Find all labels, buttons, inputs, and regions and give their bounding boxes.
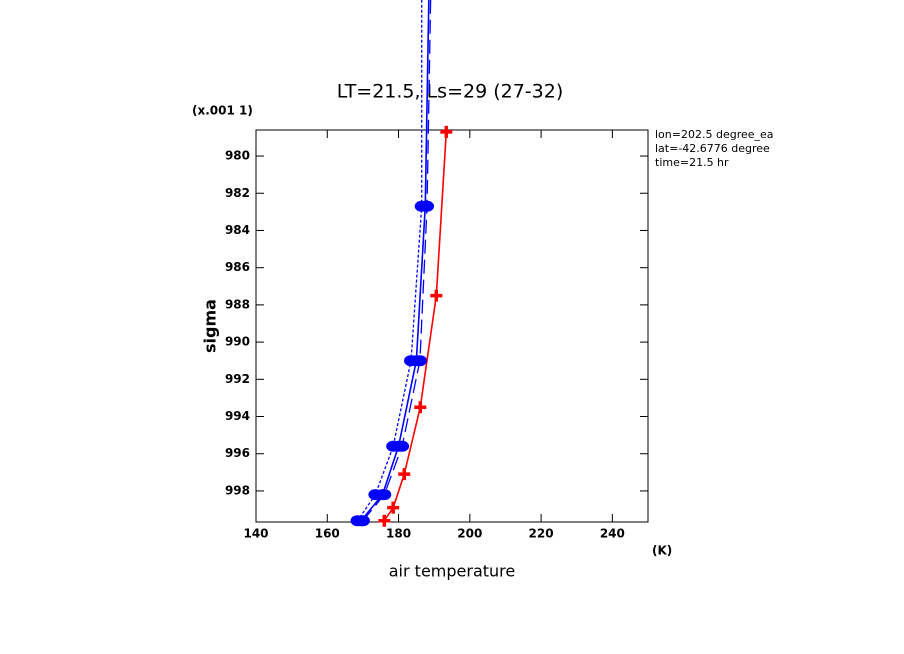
x-tick-label: 140 <box>243 527 268 541</box>
y-scale-label: (x.001 1) <box>192 104 253 118</box>
marker <box>430 289 443 302</box>
y-tick-label: 986 <box>225 260 250 274</box>
x-unit: (K) <box>652 544 672 558</box>
y-tick-label: 994 <box>225 409 250 423</box>
marker <box>350 515 365 527</box>
marker <box>368 489 383 501</box>
marker <box>398 468 411 481</box>
x-axis-label: air temperature <box>389 562 515 581</box>
y-tick-label: 980 <box>225 149 250 163</box>
marker <box>414 401 427 414</box>
marker <box>386 440 401 452</box>
y-tick-label: 982 <box>225 186 250 200</box>
marker <box>414 200 429 212</box>
chart-title: LT=21.5, Ls=29 (27-32) <box>337 81 564 103</box>
annotation: time=21.5 hr <box>655 156 729 169</box>
x-tick-label: 180 <box>386 527 411 541</box>
marker <box>440 125 453 138</box>
y-tick-label: 988 <box>225 297 250 311</box>
annotation: lat=-42.6776 degree <box>655 142 770 155</box>
x-tick-label: 240 <box>600 527 625 541</box>
y-axis-label: sigma <box>201 299 220 353</box>
y-tick-label: 990 <box>225 335 250 349</box>
x-tick-label: 160 <box>315 527 340 541</box>
marker <box>387 501 400 514</box>
marker <box>404 355 419 367</box>
y-tick-label: 998 <box>225 483 250 497</box>
annotation: lon=202.5 degree_ea <box>655 128 774 141</box>
plot-frame <box>255 129 649 523</box>
x-tick-label: 220 <box>529 527 554 541</box>
y-tick-label: 984 <box>225 223 250 237</box>
x-tick-label: 200 <box>457 527 482 541</box>
y-tick-label: 992 <box>225 372 250 386</box>
y-tick-label: 996 <box>225 446 250 460</box>
marker <box>378 514 391 527</box>
